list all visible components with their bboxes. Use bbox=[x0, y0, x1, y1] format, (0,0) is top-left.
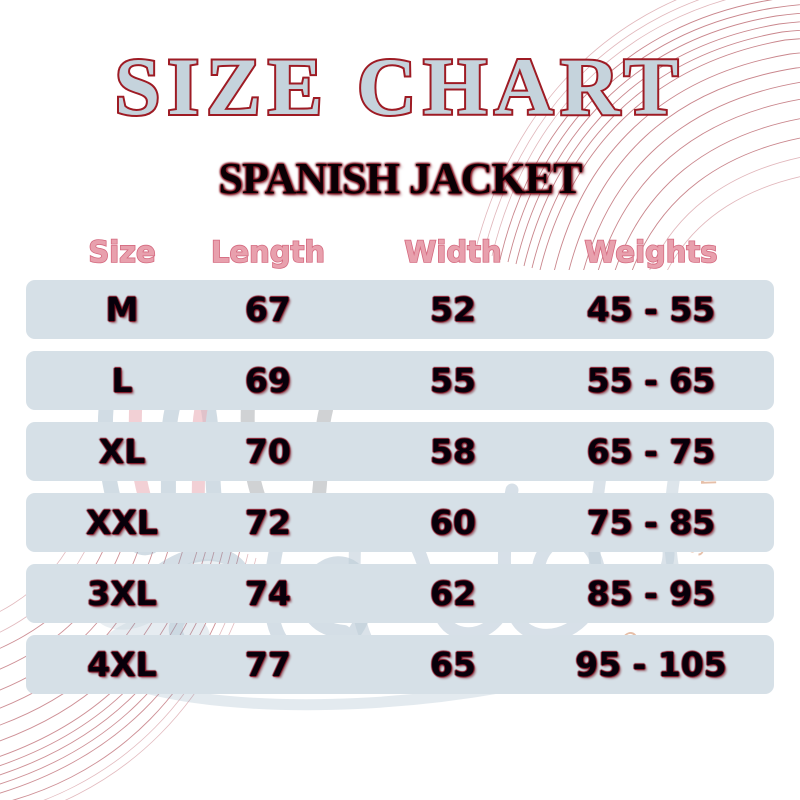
table-row: XL 70 58 65 - 75 bbox=[26, 422, 774, 481]
table-row: L 69 55 55 - 65 bbox=[26, 351, 774, 410]
table-header-row: Size Length Width Weights bbox=[26, 232, 774, 280]
column-header-weights: Weights bbox=[584, 234, 719, 270]
cell-size: 3XL bbox=[87, 574, 157, 613]
column-header-size: Size bbox=[88, 234, 157, 270]
cell-size: M bbox=[105, 290, 139, 329]
cell-width: 65 bbox=[430, 645, 476, 684]
cell-weights: 45 - 55 bbox=[586, 290, 716, 329]
cell-weights: 75 - 85 bbox=[586, 503, 716, 542]
cell-size: 4XL bbox=[87, 645, 157, 684]
cell-weights: 85 - 95 bbox=[586, 574, 716, 613]
cell-length: 72 bbox=[245, 503, 291, 542]
cell-length: 69 bbox=[245, 361, 291, 400]
cell-size: L bbox=[111, 361, 133, 400]
cell-weights: 65 - 75 bbox=[586, 432, 716, 471]
cell-weights: 55 - 65 bbox=[586, 361, 716, 400]
column-header-length: Length bbox=[210, 234, 326, 270]
cell-size: XXL bbox=[86, 503, 158, 542]
cell-width: 52 bbox=[430, 290, 476, 329]
table-row: M 67 52 45 - 55 bbox=[26, 280, 774, 339]
cell-width: 62 bbox=[430, 574, 476, 613]
column-header-width: Width bbox=[404, 234, 503, 270]
cell-length: 74 bbox=[245, 574, 291, 613]
table-row: 4XL 77 65 95 - 105 bbox=[26, 635, 774, 694]
cell-width: 58 bbox=[430, 432, 476, 471]
table-row: 3XL 74 62 85 - 95 bbox=[26, 564, 774, 623]
cell-width: 60 bbox=[430, 503, 476, 542]
page-subtitle: SPANISH JACKET bbox=[218, 154, 583, 203]
cell-weights: 95 - 105 bbox=[575, 645, 727, 684]
page-title: SIZE CHART bbox=[113, 41, 686, 132]
cell-length: 67 bbox=[245, 290, 291, 329]
cell-size: XL bbox=[98, 432, 146, 471]
cell-width: 55 bbox=[430, 361, 476, 400]
cell-length: 77 bbox=[245, 645, 291, 684]
size-chart-table: Size Length Width Weights M 67 52 45 - 5… bbox=[26, 232, 774, 694]
table-row: XXL 72 60 75 - 85 bbox=[26, 493, 774, 552]
cell-length: 70 bbox=[245, 432, 291, 471]
